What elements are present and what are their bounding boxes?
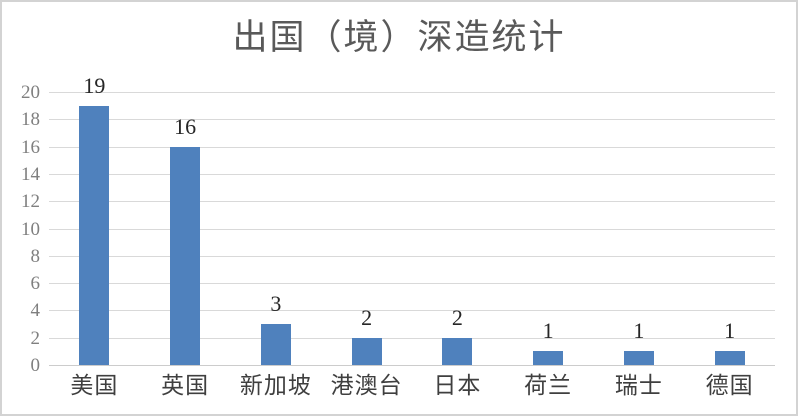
bar	[533, 351, 564, 365]
gridline-y-18	[49, 119, 775, 121]
bar	[260, 324, 291, 365]
y-tick-label: 20	[21, 82, 40, 103]
bar-value-label: 16	[174, 113, 197, 139]
bar	[170, 146, 201, 365]
y-tick-label: 2	[30, 327, 41, 349]
bar	[351, 337, 382, 365]
bar-slot-瑞士: 1	[594, 93, 685, 366]
y-tick-label: 16	[21, 136, 40, 158]
x-tick-label: 瑞士	[614, 373, 663, 398]
y-tick-label: 6	[30, 273, 41, 295]
y-axis: 0 2 4 6 8 10 12 14 16 18 20	[2, 82, 41, 376]
y-tick-label: 10	[21, 218, 40, 240]
bar-slot-德国: 1	[684, 93, 775, 366]
y-tick-label: 8	[30, 245, 41, 267]
gridline-y-8	[49, 255, 775, 257]
plot-area: 19 16 3 2 2 1 1 1	[49, 74, 775, 366]
gridline-y-2	[49, 337, 775, 339]
bar-slot-新加坡: 3	[231, 93, 322, 366]
chart-title: 出国（境）深造统计	[232, 18, 566, 57]
gridline-y-16	[49, 146, 775, 148]
gridline-y-10	[49, 228, 775, 230]
gridline-y-6	[49, 283, 775, 285]
bar-value-label: 2	[361, 304, 373, 330]
bar-value-label: 19	[83, 72, 106, 98]
gridline-y-20	[49, 92, 775, 93]
y-tick-label: 0	[30, 355, 41, 376]
bar-value-label: 1	[724, 318, 736, 344]
bar-value-label: 1	[542, 318, 554, 344]
x-tick-label: 新加坡	[239, 373, 312, 398]
x-tick-label: 港澳台	[330, 373, 403, 398]
bar-slot-日本: 2	[412, 93, 503, 366]
gridline-y-4	[49, 310, 775, 312]
bar	[623, 351, 654, 365]
gridline-y-12	[49, 201, 775, 203]
y-tick-label: 12	[21, 191, 40, 213]
x-tick-label: 荷兰	[524, 373, 573, 398]
x-tick-label: 英国	[161, 373, 210, 398]
gridline-y-14	[49, 173, 775, 175]
bar-slot-英国: 16	[140, 93, 231, 366]
bar-value-label: 1	[633, 318, 645, 344]
bar-series: 19 16 3 2 2 1 1 1	[49, 74, 775, 366]
bar	[442, 337, 473, 365]
x-tick-label: 日本	[433, 373, 482, 398]
x-tick-label: 美国	[70, 373, 119, 398]
y-tick-label: 18	[21, 109, 40, 131]
bar-value-label: 2	[451, 304, 463, 330]
y-tick-label: 14	[21, 163, 40, 185]
bar	[79, 105, 110, 365]
y-tick-label: 4	[30, 300, 41, 322]
bar	[714, 351, 745, 365]
bar-value-label: 3	[270, 291, 282, 317]
x-tick-label: 德国	[705, 373, 754, 398]
bar-slot-美国: 19	[49, 74, 140, 366]
bar-slot-港澳台: 2	[321, 93, 412, 366]
x-axis: 美国 英国 新加坡 港澳台 日本 荷兰 瑞士 德国	[49, 373, 775, 399]
bar-slot-荷兰: 1	[503, 93, 594, 366]
gridline-y-0	[49, 365, 775, 366]
